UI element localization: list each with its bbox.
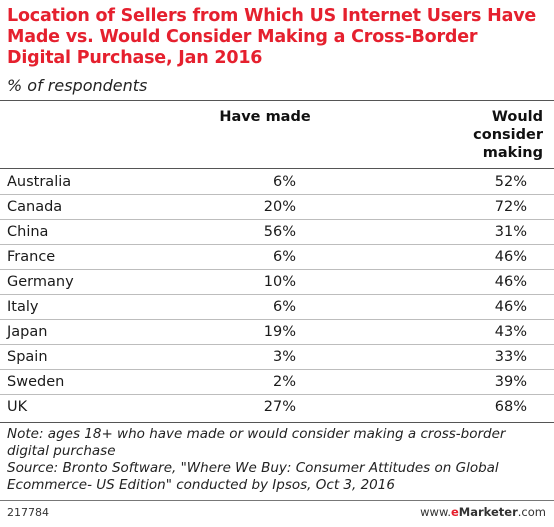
table-row: Canada 20% 72% <box>0 195 554 220</box>
cell-would-consider: 39% <box>494 374 527 390</box>
cell-country: France <box>7 249 56 265</box>
table-body: Australia 6% 52% Canada 20% 72% China 56% 31% Fra… <box>0 170 554 420</box>
cell-country: Germany <box>7 274 74 290</box>
table-row: Italy 6% 46% <box>0 295 554 320</box>
cell-have-made: 19% <box>263 324 296 340</box>
table-row: Japan 19% 43% <box>0 320 554 345</box>
chart-subtitle: % of respondents <box>7 76 148 95</box>
cell-would-consider: 72% <box>494 199 527 215</box>
brand-suffix: .com <box>517 505 546 519</box>
header-rule <box>0 168 554 169</box>
cell-have-made: 56% <box>263 224 296 240</box>
cell-would-consider: 68% <box>494 399 527 415</box>
cell-would-consider: 43% <box>494 324 527 340</box>
cell-have-made: 6% <box>272 174 296 190</box>
table-row: Sweden 2% 39% <box>0 370 554 395</box>
cell-have-made: 6% <box>272 249 296 265</box>
cell-would-consider: 46% <box>494 249 527 265</box>
bottom-rule <box>0 422 554 423</box>
brand-e: e <box>450 505 459 519</box>
cell-would-consider: 31% <box>494 224 527 240</box>
table-row: UK 27% 68% <box>0 395 554 420</box>
brand-name: Marketer <box>458 505 518 519</box>
table-row: Spain 3% 33% <box>0 345 554 370</box>
table-row: China 56% 31% <box>0 220 554 245</box>
cell-have-made: 6% <box>272 299 296 315</box>
chart-id: 217784 <box>7 506 49 519</box>
top-rule <box>0 100 554 101</box>
cell-would-consider: 52% <box>494 174 527 190</box>
cell-have-made: 20% <box>263 199 296 215</box>
column-header-would-consider: Would consider making <box>473 109 543 161</box>
cell-would-consider: 46% <box>494 299 527 315</box>
cell-have-made: 27% <box>263 399 296 415</box>
table-row: Germany 10% 46% <box>0 270 554 295</box>
cell-country: Spain <box>7 349 48 365</box>
column-header-have-made: Have made <box>219 109 311 125</box>
table-row: Australia 6% 52% <box>0 170 554 195</box>
cell-country: Italy <box>7 299 39 315</box>
brand-prefix: www. <box>420 505 451 519</box>
cell-country: China <box>7 224 49 240</box>
cell-would-consider: 46% <box>494 274 527 290</box>
cell-country: UK <box>7 399 28 415</box>
chart-note: Note: ages 18+ who have made or would co… <box>7 426 506 459</box>
cell-country: Sweden <box>7 374 65 390</box>
brand-url[interactable]: www.eMarketer.com <box>420 505 546 519</box>
cell-country: Japan <box>7 324 48 340</box>
chart-source: Source: Bronto Software, "Where We Buy: … <box>7 460 499 493</box>
cell-country: Canada <box>7 199 63 215</box>
table-row: France 6% 46% <box>0 245 554 270</box>
footer-rule <box>0 500 554 501</box>
cell-country: Australia <box>7 174 72 190</box>
cell-have-made: 2% <box>272 374 296 390</box>
cell-would-consider: 33% <box>494 349 527 365</box>
cell-have-made: 10% <box>263 274 296 290</box>
chart-title: Location of Sellers from Which US Intern… <box>7 6 537 68</box>
cell-have-made: 3% <box>272 349 296 365</box>
